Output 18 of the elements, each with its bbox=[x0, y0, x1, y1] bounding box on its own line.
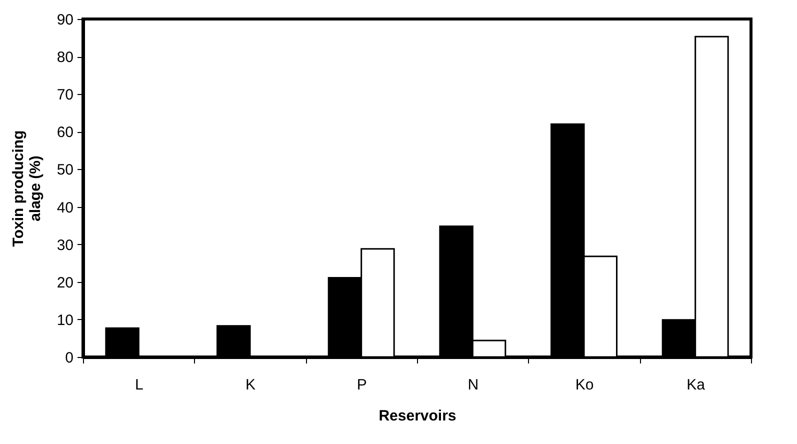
x-axis-title: Reservoirs bbox=[378, 408, 456, 424]
y-tick-label: 70 bbox=[56, 86, 74, 104]
y-tick-label: 80 bbox=[56, 49, 74, 66]
x-tick-label: Ka bbox=[686, 376, 706, 394]
y-tick-label: 60 bbox=[56, 124, 74, 142]
y-tick-label: 40 bbox=[56, 199, 74, 216]
x-tick-label: P bbox=[356, 376, 367, 394]
x-tick-label: Ko bbox=[575, 376, 594, 394]
x-tick-label: K bbox=[245, 376, 256, 394]
y-tick-label: 90 bbox=[56, 12, 74, 28]
y-tick-label: 30 bbox=[56, 236, 74, 254]
y-tick-label: 20 bbox=[56, 274, 74, 292]
y-tick-label: 50 bbox=[56, 162, 74, 179]
x-tick-label: N bbox=[468, 376, 479, 394]
y-tick-label: 10 bbox=[56, 312, 74, 329]
y-tick-label: 0 bbox=[65, 350, 74, 366]
y-axis-title: Toxin producing alage (%) bbox=[10, 130, 44, 247]
x-tick-label: L bbox=[134, 376, 144, 394]
